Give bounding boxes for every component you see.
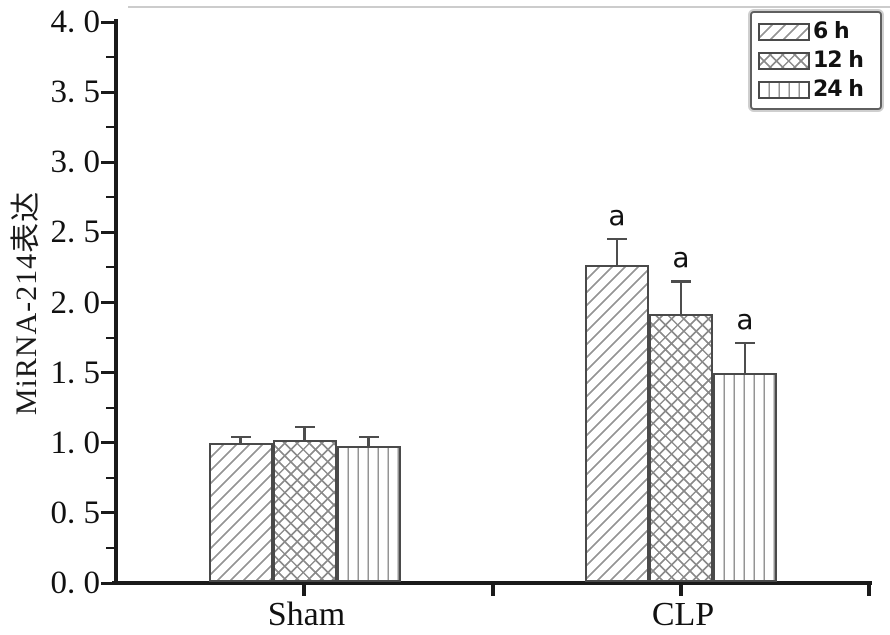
- error-bar-cap: [294, 425, 315, 429]
- vertical-lines-swatch: [758, 80, 810, 99]
- bar-clp-6h: [585, 264, 649, 582]
- y-axis-minor-tick: [106, 336, 114, 339]
- significance-label: a: [736, 302, 754, 336]
- top-border-line: [128, 6, 890, 8]
- y-axis-minor-tick: [106, 546, 114, 549]
- y-axis-major-tick: [101, 90, 114, 94]
- y-tick-label: 3. 5: [50, 74, 101, 111]
- bar-sham-6h: [208, 442, 273, 582]
- legend-item-6h: 6 h: [758, 19, 874, 44]
- x-axis-tick: [867, 585, 871, 596]
- x-axis-tick: [302, 585, 307, 596]
- x-category-label: CLP: [651, 596, 715, 633]
- y-axis-minor-tick: [106, 196, 114, 199]
- y-tick-label: 0. 5: [50, 494, 101, 531]
- error-bar-stem: [239, 435, 242, 443]
- y-axis-minor-tick: [106, 266, 114, 269]
- y-axis-major-tick: [101, 20, 114, 24]
- y-axis-major-tick: [101, 230, 114, 234]
- y-axis-major-tick: [101, 160, 114, 164]
- y-tick-label: 0. 0: [50, 565, 101, 601]
- error-bar-stem: [367, 435, 370, 446]
- error-bar-cap: [671, 280, 691, 283]
- significance-label: a: [608, 198, 626, 232]
- y-axis-minor-tick: [106, 126, 114, 129]
- y-axis-major-tick: [101, 581, 114, 585]
- y-tick-label: 3. 0: [50, 144, 101, 181]
- y-axis-major-tick: [101, 441, 114, 445]
- y-tick-label: 2. 0: [50, 284, 101, 321]
- error-bar-cap: [607, 237, 627, 241]
- error-bar-stem: [615, 237, 619, 265]
- bar-clp-12h: [649, 313, 713, 582]
- x-axis-tick: [490, 585, 495, 596]
- bar-clp-24h: [713, 372, 777, 582]
- error-bar-cap: [735, 341, 755, 345]
- x-category-label: Sham: [267, 596, 346, 633]
- y-axis-line: [114, 19, 118, 585]
- legend-label: 6 h: [813, 19, 850, 44]
- x-axis-tick: [678, 585, 683, 596]
- x-axis-line: [112, 581, 872, 585]
- bar-sham-12h: [272, 439, 337, 582]
- legend-label: 24 h: [813, 77, 864, 102]
- error-bar-cap: [230, 435, 251, 439]
- legend-label: 12 h: [813, 48, 864, 73]
- y-tick-label: 1. 0: [50, 424, 101, 461]
- legend: 6 h 12 h 24 h: [750, 11, 882, 110]
- error-bar-stem: [303, 425, 306, 440]
- y-axis-major-tick: [101, 301, 114, 304]
- y-tick-label: 4. 0: [50, 4, 101, 40]
- legend-item-12h: 12 h: [758, 48, 874, 73]
- error-bar-stem: [743, 341, 747, 373]
- diagonal-hatch-swatch: [758, 22, 810, 41]
- y-tick-label: 2. 5: [50, 214, 101, 251]
- y-axis-minor-tick: [106, 406, 114, 409]
- y-axis-minor-tick: [106, 476, 114, 479]
- significance-label: a: [672, 241, 690, 275]
- y-axis-minor-tick: [106, 56, 114, 59]
- legend-item-24h: 24 h: [758, 77, 874, 102]
- error-bar-cap: [358, 435, 379, 439]
- y-axis-major-tick: [101, 511, 114, 515]
- y-axis-major-tick: [101, 371, 114, 375]
- y-tick-label: 1. 5: [50, 354, 101, 391]
- crosshatch-swatch: [758, 51, 810, 70]
- bar-sham-24h: [336, 445, 401, 582]
- error-bar-stem: [679, 280, 683, 314]
